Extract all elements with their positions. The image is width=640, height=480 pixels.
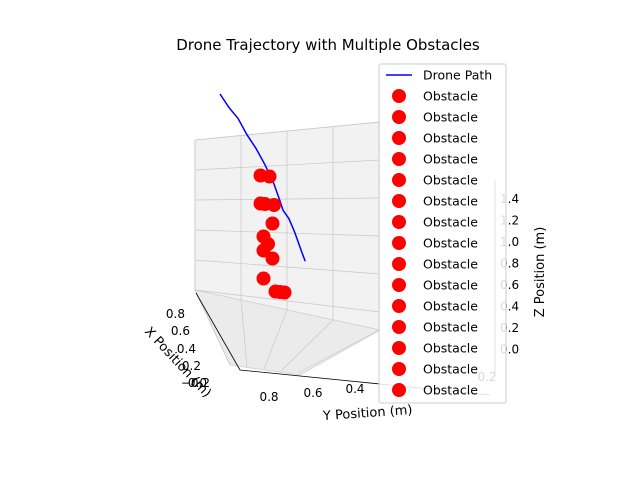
- legend-entry-label: Obstacle: [423, 320, 478, 335]
- chart-title: Drone Trajectory with Multiple Obstacles: [176, 36, 480, 54]
- legend-entry-label: Obstacle: [423, 152, 478, 167]
- legend-swatch-obstacle: [392, 320, 406, 334]
- grid-line-h: [194, 159, 381, 171]
- grid-line-floor: [240, 299, 248, 368]
- legend-swatch-obstacle: [392, 215, 406, 229]
- legend-entry-label: Obstacle: [423, 215, 478, 230]
- legend-entry-label: Obstacle: [423, 299, 478, 314]
- legend-swatch-obstacle: [392, 152, 406, 166]
- legend-entry-label: Obstacle: [423, 257, 478, 272]
- grid-line-floor: [194, 289, 231, 366]
- y-axis-label: Y Position (m): [322, 403, 413, 424]
- legend-entry-label: Obstacle: [423, 173, 478, 188]
- legend-entry-label: Obstacle: [423, 110, 478, 125]
- obstacle-point-14: [277, 285, 292, 300]
- legend-swatch-obstacle: [392, 299, 406, 313]
- obstacle-point-10: [265, 251, 280, 266]
- obstacle-point-9: [256, 243, 271, 258]
- legend-entry-label: Obstacle: [423, 278, 478, 293]
- grid-line-h: [194, 259, 381, 275]
- grid-line-h: [194, 121, 381, 141]
- legend-swatch-obstacle: [392, 194, 406, 208]
- legend-swatch-obstacle: [392, 257, 406, 271]
- x-tick-label: −0.2: [181, 376, 210, 390]
- legend-entry-label: Obstacle: [423, 131, 478, 146]
- obstacle-point-6: [265, 216, 280, 231]
- obstacle-point-5: [267, 198, 281, 212]
- legend-swatch-obstacle: [392, 173, 406, 187]
- grid-line-h: [194, 289, 381, 313]
- legend-swatch-obstacle: [392, 341, 406, 355]
- legend-swatch-obstacle: [392, 110, 406, 124]
- grid-line-floor: [263, 309, 288, 370]
- drone-path-line: [219, 93, 306, 262]
- legend-entry-label: Obstacle: [423, 383, 478, 398]
- grid-line-h: [194, 197, 381, 201]
- y-tick-label: 0.8: [259, 390, 278, 404]
- grid-line-h: [194, 229, 381, 237]
- grid-lines: [194, 121, 381, 374]
- x-tick-label: 0.8: [166, 307, 185, 321]
- x-tick-label: 0.4: [177, 342, 196, 356]
- x-tick-labels: 0.8 0.6 0.4 0.2 0.0−0.2: [166, 307, 210, 390]
- legend-entry-label: Obstacle: [423, 194, 478, 209]
- y-tick-label: 0.6: [303, 386, 322, 400]
- obstacle-layer: [253, 168, 292, 300]
- x-tick-label: 0.2: [182, 359, 201, 373]
- grid-line-floor: [280, 319, 334, 372]
- legend-entry-label: Obstacle: [423, 341, 478, 356]
- x-tick-label: 0.6: [171, 324, 190, 338]
- legend-entry-label: Drone Path: [423, 68, 492, 83]
- obstacle-point-2: [262, 169, 277, 184]
- legend-entry-label: Obstacle: [423, 236, 478, 251]
- legend-swatch-obstacle: [392, 236, 406, 250]
- obstacle-point-11: [256, 271, 271, 286]
- legend-box: [378, 63, 507, 404]
- legend-swatch-obstacle: [392, 131, 406, 145]
- legend-swatch-obstacle: [392, 362, 406, 376]
- grid-line-floor: [297, 329, 380, 374]
- drone-path-layer: [219, 93, 306, 262]
- legend: Drone Path Obstacle Obstacle Obstacle Obstac…: [378, 63, 507, 404]
- legend-swatch-obstacle: [392, 278, 406, 292]
- y-tick-label: 0.4: [345, 382, 364, 396]
- x-tick-label: 0.0: [188, 376, 207, 390]
- legend-swatch-obstacle: [392, 383, 406, 397]
- legend-entry-label: Obstacle: [423, 89, 478, 104]
- x-axis-line: [195, 292, 241, 371]
- legend-entry-label: Obstacle: [423, 362, 478, 377]
- legend-swatch-obstacle: [392, 89, 406, 103]
- z-axis-label: Z Position (m): [533, 227, 548, 318]
